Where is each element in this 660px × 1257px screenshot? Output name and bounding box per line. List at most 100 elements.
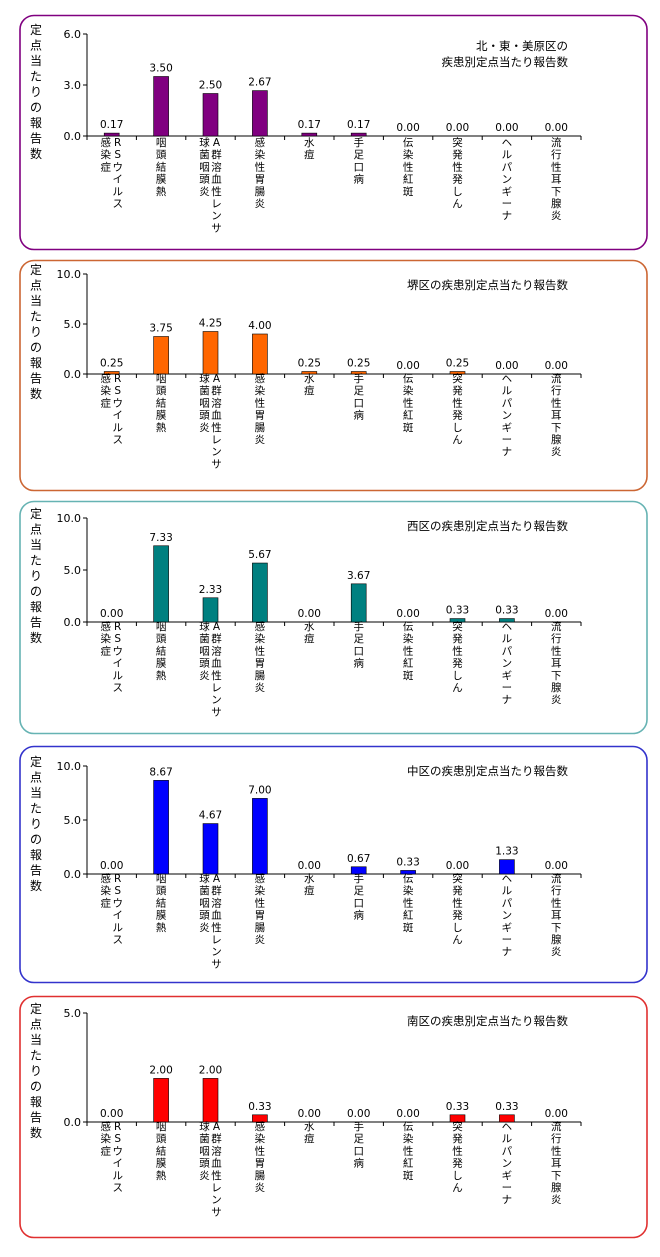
svg-text:熱: 熱 <box>156 421 167 434</box>
svg-text:手: 手 <box>353 1120 364 1133</box>
data-label: 0.00 <box>298 1108 321 1120</box>
y-tick-label: 0.0 <box>64 130 82 143</box>
svg-text:斑: 斑 <box>403 185 414 198</box>
svg-text:口: 口 <box>353 645 364 657</box>
bar <box>499 1114 515 1123</box>
svg-text:染: 染 <box>100 1132 111 1145</box>
y-tick-label: 10.0 <box>57 760 82 773</box>
svg-text:ギ: ギ <box>502 922 513 934</box>
svg-text:行: 行 <box>551 384 562 397</box>
data-label: 0.00 <box>298 608 321 620</box>
svg-text:イ: イ <box>112 174 123 186</box>
svg-text:群: 群 <box>211 148 222 161</box>
svg-text:咽: 咽 <box>156 373 167 385</box>
data-label: 0.00 <box>100 1108 123 1120</box>
svg-text:血: 血 <box>211 909 222 922</box>
svg-text:下: 下 <box>551 1170 562 1182</box>
svg-text:性: 性 <box>403 396 414 409</box>
svg-text:ス: ス <box>112 682 123 694</box>
svg-text:ナ: ナ <box>502 1194 513 1206</box>
svg-text:ル: ル <box>502 1133 513 1145</box>
svg-text:溶: 溶 <box>211 1144 222 1157</box>
svg-text:痘: 痘 <box>304 884 315 897</box>
svg-text:ン: ン <box>211 1194 222 1206</box>
bar <box>350 371 367 375</box>
svg-text:斑: 斑 <box>403 669 414 682</box>
data-label: 4.25 <box>199 318 222 330</box>
svg-text:ん: ん <box>452 1182 463 1194</box>
svg-text:病: 病 <box>353 909 364 922</box>
svg-text:下: 下 <box>551 670 562 682</box>
svg-text:レ: レ <box>211 682 222 694</box>
svg-text:突: 突 <box>452 372 463 385</box>
svg-text:伝: 伝 <box>403 373 414 385</box>
svg-text:頭: 頭 <box>156 149 167 161</box>
data-label: 0.67 <box>347 853 370 865</box>
svg-text:菌: 菌 <box>199 385 210 397</box>
svg-text:R: R <box>114 1121 121 1133</box>
svg-text:性: 性 <box>211 185 222 198</box>
data-label: 2.00 <box>199 1064 222 1076</box>
svg-text:ヘ: ヘ <box>502 373 513 385</box>
data-label: 0.00 <box>545 122 568 134</box>
svg-text:結: 結 <box>156 160 167 173</box>
data-label: 0.33 <box>248 1101 271 1113</box>
bar <box>252 1114 268 1123</box>
svg-text:炎: 炎 <box>199 422 210 434</box>
chart-frame <box>19 14 648 251</box>
data-label: 0.00 <box>100 608 123 620</box>
svg-text:胃: 胃 <box>255 910 266 922</box>
svg-text:ナ: ナ <box>502 446 513 458</box>
svg-text:血: 血 <box>211 657 222 670</box>
svg-text:パ: パ <box>502 1145 513 1157</box>
svg-text:症: 症 <box>100 396 111 409</box>
svg-text:結: 結 <box>156 896 167 909</box>
svg-text:頭: 頭 <box>199 410 210 422</box>
svg-text:流: 流 <box>551 620 562 633</box>
y-tick-label: 0.0 <box>64 1116 82 1129</box>
svg-text:ー: ー <box>502 682 513 694</box>
svg-text:ん: ん <box>452 434 463 446</box>
y-tick-label: 0.0 <box>64 368 82 381</box>
svg-text:病: 病 <box>353 173 364 186</box>
svg-text:炎: 炎 <box>255 434 266 446</box>
bar <box>350 866 367 875</box>
data-label: 0.00 <box>495 360 518 372</box>
bar <box>499 859 515 875</box>
svg-text:S: S <box>114 633 121 645</box>
svg-text:性: 性 <box>211 921 222 934</box>
svg-text:頭: 頭 <box>156 1133 167 1145</box>
y-axis-label: 定点当たりの報告数 <box>30 262 42 401</box>
svg-text:膜: 膜 <box>156 910 167 922</box>
svg-text:ス: ス <box>112 434 123 446</box>
svg-text:ギ: ギ <box>502 186 513 198</box>
svg-text:発: 発 <box>452 909 463 922</box>
svg-text:ン: ン <box>502 910 513 922</box>
svg-text:イ: イ <box>112 658 123 670</box>
svg-text:熱: 熱 <box>156 921 167 934</box>
bar <box>400 870 416 875</box>
svg-text:ン: ン <box>211 946 222 958</box>
svg-text:感: 感 <box>255 872 266 885</box>
bar <box>153 1078 169 1123</box>
svg-text:S: S <box>114 885 121 897</box>
svg-text:感: 感 <box>100 872 111 885</box>
svg-text:症: 症 <box>100 160 111 173</box>
svg-text:ン: ン <box>502 410 513 422</box>
svg-text:腺: 腺 <box>551 197 562 210</box>
svg-text:溶: 溶 <box>211 644 222 657</box>
svg-text:水: 水 <box>304 873 315 885</box>
svg-text:口: 口 <box>353 161 364 173</box>
svg-text:感: 感 <box>255 1120 266 1133</box>
svg-text:頭: 頭 <box>156 885 167 897</box>
svg-text:ヘ: ヘ <box>502 137 513 149</box>
svg-text:感: 感 <box>100 372 111 385</box>
svg-text:染: 染 <box>403 148 414 161</box>
